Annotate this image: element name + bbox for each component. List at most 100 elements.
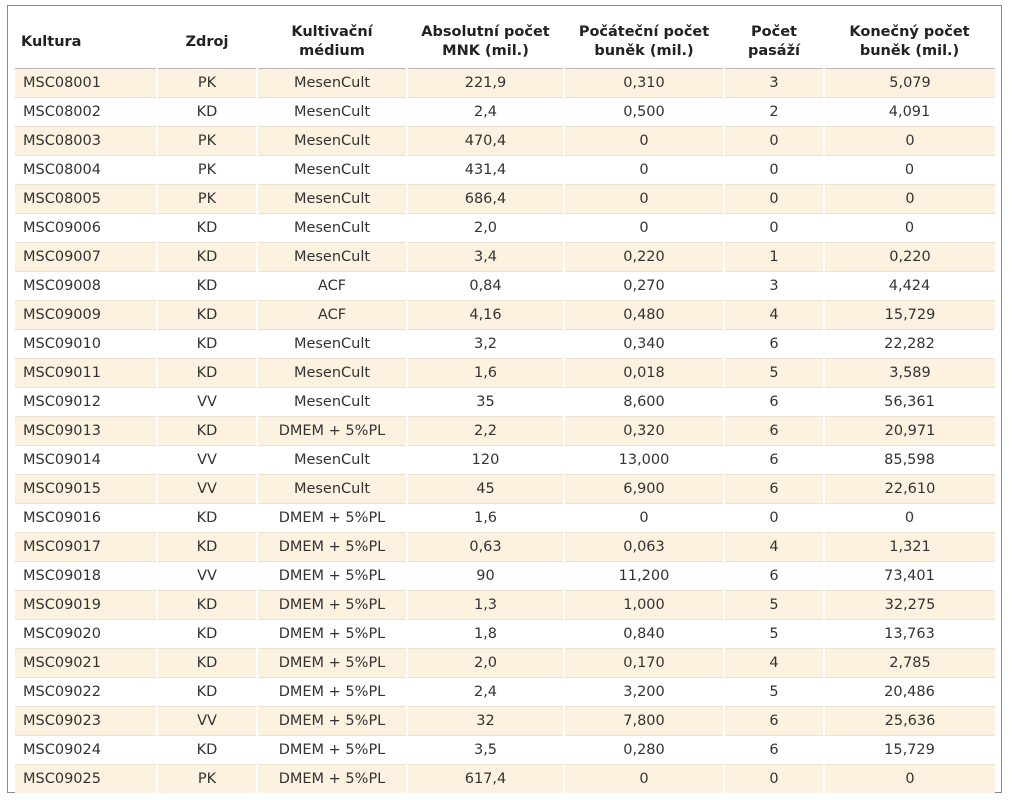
cell-medium: DMEM + 5%PL [278,568,386,584]
cell-konecny-pocet: 20,971 [824,416,995,446]
cell-pocatecni-pocet: 3,200 [623,684,665,700]
header-medium: Kultivační médium [291,24,373,59]
cell-pocatecni-pocet: 0,220 [564,242,725,272]
cell-pocet-pasazi: 5 [769,684,779,700]
cell-pocatecni-pocet: 0,480 [564,300,725,330]
cell-absolutni-pocet: 45 [407,474,565,504]
cell-medium: DMEM + 5%PL [257,764,408,793]
table-frame: Kultura Zdroj Kultivační médium Absolutn… [7,5,1002,793]
cell-pocet-pasazi: 0 [724,184,825,214]
cell-kultura: MSC09025 [15,764,158,793]
cell-medium: DMEM + 5%PL [257,590,408,620]
cell-kultura: MSC09017 [15,532,158,562]
cell-pocatecni-pocet: 13,000 [618,452,670,468]
cell-absolutni-pocet: 1,6 [473,510,498,526]
cell-konecny-pocet: 73,401 [884,568,935,584]
cell-pocatecni-pocet: 7,800 [564,706,725,736]
header-konecny-pocet: Konečný počet buněk (mil.) [849,24,970,59]
table-row: MSC09011 KD MesenCult 1,6 0,018 5 3,589 [15,358,995,388]
cell-konecny-pocet: 15,729 [884,742,935,758]
cell-medium: MesenCult [257,126,408,156]
table-row: MSC09008 KD ACF 0,84 0,270 3 4,424 [15,272,995,301]
cell-konecny-pocet: 4,424 [888,278,931,294]
cell-medium: MesenCult [293,104,371,120]
cell-medium: DMEM + 5%PL [257,648,408,678]
cell-absolutni-pocet: 2,0 [407,648,565,678]
cell-zdroj: KD [157,242,258,272]
cell-kultura: MSC09008 [23,278,101,294]
cell-medium: DMEM + 5%PL [278,626,386,642]
cell-absolutni-pocet: 0,84 [469,278,502,294]
cell-pocatecni-pocet: 0 [639,220,649,236]
header-pocet-pasazi: Počet pasáží [748,24,800,59]
cell-absolutni-pocet: 4,16 [407,300,565,330]
cell-zdroj: KD [157,590,258,620]
cell-absolutni-pocet: 2,0 [473,220,498,236]
cell-zdroj: VV [197,394,217,410]
cell-pocatecni-pocet: 0,310 [564,68,725,98]
cell-pocet-pasazi: 3 [769,278,779,294]
table-row: MSC09021 KD DMEM + 5%PL 2,0 0,170 4 2,785 [15,648,995,678]
cell-kultura: MSC09013 [15,416,158,446]
cell-medium: DMEM + 5%PL [278,742,386,758]
cell-zdroj: PK [197,162,217,178]
cell-pocatecni-pocet: 0 [639,162,649,178]
cell-pocatecni-pocet: 0,340 [623,336,665,352]
cell-pocet-pasazi: 5 [724,358,825,388]
table-row: MSC09023 VV DMEM + 5%PL 32 7,800 6 25,636 [15,706,995,736]
cell-konecny-pocet: 25,636 [824,706,995,736]
cell-konecny-pocet: 0 [904,162,915,178]
cell-absolutni-pocet: 2,2 [407,416,565,446]
cell-medium: MesenCult [293,336,371,352]
cell-pocatecni-pocet: 8,600 [623,394,665,410]
cell-zdroj: PK [157,126,258,156]
cell-pocatecni-pocet: 0,018 [564,358,725,388]
cell-konecny-pocet: 20,486 [884,684,935,700]
cell-medium: MesenCult [293,162,371,178]
cell-zdroj: PK [157,68,258,98]
cell-medium: MesenCult [257,474,408,504]
table-body: MSC08001 PK MesenCult 221,9 0,310 3 5,079 MSC08… [15,68,995,793]
cell-zdroj: VV [157,706,258,736]
cell-zdroj: PK [157,184,258,214]
table-row: MSC09014 VV MesenCult 120 13,000 6 85,598 [15,446,995,475]
cell-absolutni-pocet: 1,8 [473,626,498,642]
cell-pocet-pasazi: 4 [724,300,825,330]
table-row: MSC08002 KD MesenCult 2,4 0,500 2 4,091 [15,98,995,127]
table-row: MSC09020 KD DMEM + 5%PL 1,8 0,840 5 13,763 [15,620,995,649]
cell-pocet-pasazi: 4 [724,648,825,678]
cell-zdroj: KD [157,648,258,678]
table-row: MSC09013 KD DMEM + 5%PL 2,2 0,320 6 20,971 [15,416,995,446]
cell-zdroj: PK [157,764,258,793]
cell-pocet-pasazi: 4 [724,532,825,562]
cell-konecny-pocet: 15,729 [824,300,995,330]
cell-pocatecni-pocet: 1,000 [564,590,725,620]
cell-medium: MesenCult [257,68,408,98]
cell-absolutni-pocet: 470,4 [407,126,565,156]
cell-zdroj: VV [157,474,258,504]
cell-pocatecni-pocet: 0,063 [564,532,725,562]
cell-absolutni-pocet: 35 [476,394,495,410]
table-row: MSC09024 KD DMEM + 5%PL 3,5 0,280 6 15,729 [15,736,995,765]
table-header: Kultura Zdroj Kultivační médium Absolutn… [15,16,995,69]
cell-medium: MesenCult [257,242,408,272]
cell-kultura: MSC09012 [23,394,101,410]
cell-absolutni-pocet: 90 [476,568,495,584]
cell-absolutni-pocet: 1,3 [407,590,565,620]
cell-kultura: MSC09024 [23,742,101,758]
cell-zdroj: KD [157,358,258,388]
cell-absolutni-pocet: 32 [407,706,565,736]
cell-kultura: MSC09011 [15,358,158,388]
cell-pocet-pasazi: 3 [724,68,825,98]
cell-kultura: MSC09015 [15,474,158,504]
header-kultura: Kultura [21,33,82,50]
cell-medium: DMEM + 5%PL [257,706,408,736]
cell-medium: DMEM + 5%PL [257,416,408,446]
cell-pocatecni-pocet: 11,200 [618,568,670,584]
cell-zdroj: KD [157,300,258,330]
cell-medium: ACF [317,278,347,294]
cell-pocet-pasazi: 5 [769,626,779,642]
cell-kultura: MSC09010 [23,336,101,352]
table-row: MSC09017 KD DMEM + 5%PL 0,63 0,063 4 1,321 [15,532,995,562]
cell-kultura: MSC09018 [23,568,101,584]
